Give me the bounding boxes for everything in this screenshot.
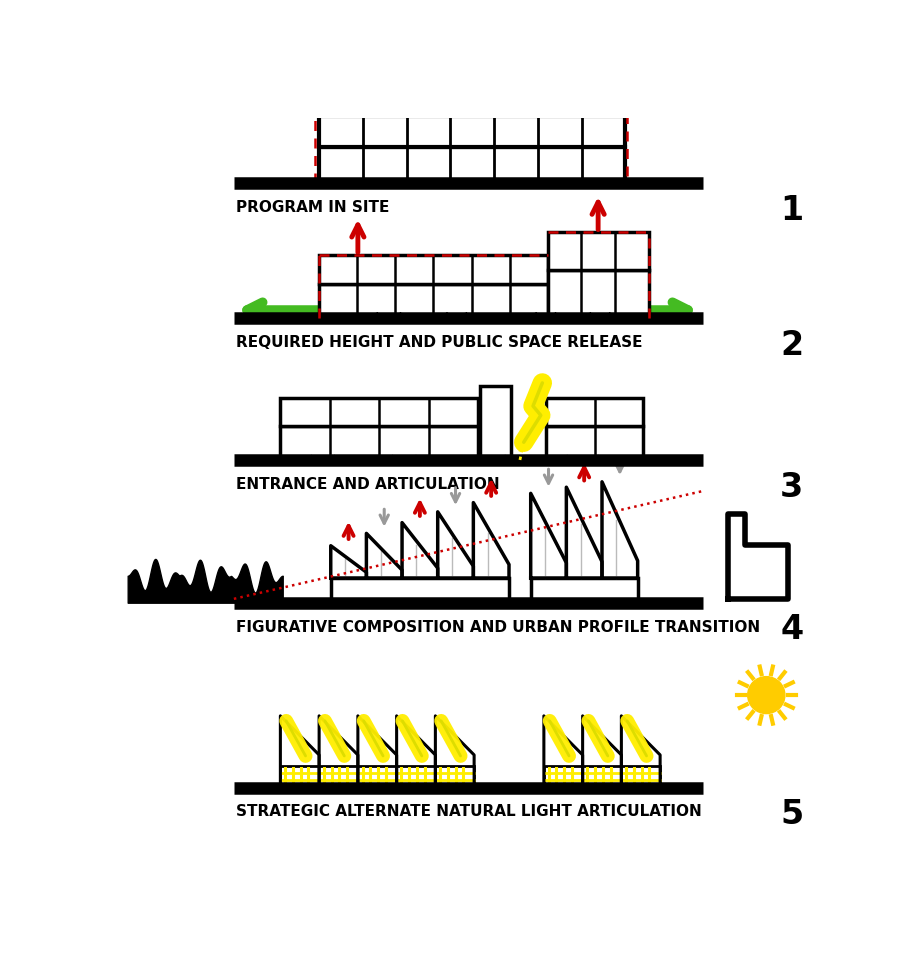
Text: 5: 5 bbox=[780, 799, 804, 831]
Polygon shape bbox=[531, 493, 566, 578]
Polygon shape bbox=[330, 546, 367, 578]
Bar bbox=[280, 766, 474, 788]
Polygon shape bbox=[728, 514, 788, 599]
Polygon shape bbox=[402, 522, 438, 578]
Text: ENTRANCE AND ARTICULATION: ENTRANCE AND ARTICULATION bbox=[237, 477, 500, 492]
Bar bbox=[330, 578, 509, 603]
Text: PROGRAM IN SITE: PROGRAM IN SITE bbox=[237, 200, 389, 215]
Bar bbox=[548, 232, 649, 270]
Polygon shape bbox=[319, 715, 358, 788]
Text: STRATEGIC ALTERNATE NATURAL LIGHT ARTICULATION: STRATEGIC ALTERNATE NATURAL LIGHT ARTICU… bbox=[237, 805, 702, 819]
Polygon shape bbox=[397, 715, 435, 788]
Polygon shape bbox=[367, 533, 402, 578]
Bar bbox=[319, 284, 548, 318]
Polygon shape bbox=[544, 715, 582, 788]
Bar bbox=[548, 270, 649, 318]
Polygon shape bbox=[438, 512, 473, 578]
Bar bbox=[319, 116, 625, 147]
Bar bbox=[544, 766, 660, 788]
Polygon shape bbox=[566, 487, 602, 578]
Bar bbox=[546, 398, 643, 426]
Text: 2: 2 bbox=[780, 328, 804, 362]
Bar bbox=[319, 147, 625, 183]
Polygon shape bbox=[358, 715, 397, 788]
Polygon shape bbox=[602, 482, 638, 578]
Bar bbox=[531, 578, 638, 603]
Polygon shape bbox=[280, 715, 319, 788]
Bar bbox=[280, 426, 478, 461]
Bar bbox=[280, 398, 478, 426]
Text: FIGURATIVE COMPOSITION AND URBAN PROFILE TRANSITION: FIGURATIVE COMPOSITION AND URBAN PROFILE… bbox=[237, 619, 761, 635]
Circle shape bbox=[748, 676, 785, 713]
Polygon shape bbox=[582, 715, 622, 788]
Bar bbox=[319, 255, 548, 284]
Text: 3: 3 bbox=[780, 471, 804, 504]
Polygon shape bbox=[473, 503, 509, 578]
Text: 1: 1 bbox=[780, 194, 804, 226]
Polygon shape bbox=[435, 715, 474, 788]
Text: REQUIRED HEIGHT AND PUBLIC SPACE RELEASE: REQUIRED HEIGHT AND PUBLIC SPACE RELEASE bbox=[237, 335, 642, 350]
Polygon shape bbox=[622, 715, 660, 788]
Text: 4: 4 bbox=[780, 613, 804, 647]
Bar bbox=[546, 426, 643, 461]
Bar bbox=[480, 386, 511, 461]
